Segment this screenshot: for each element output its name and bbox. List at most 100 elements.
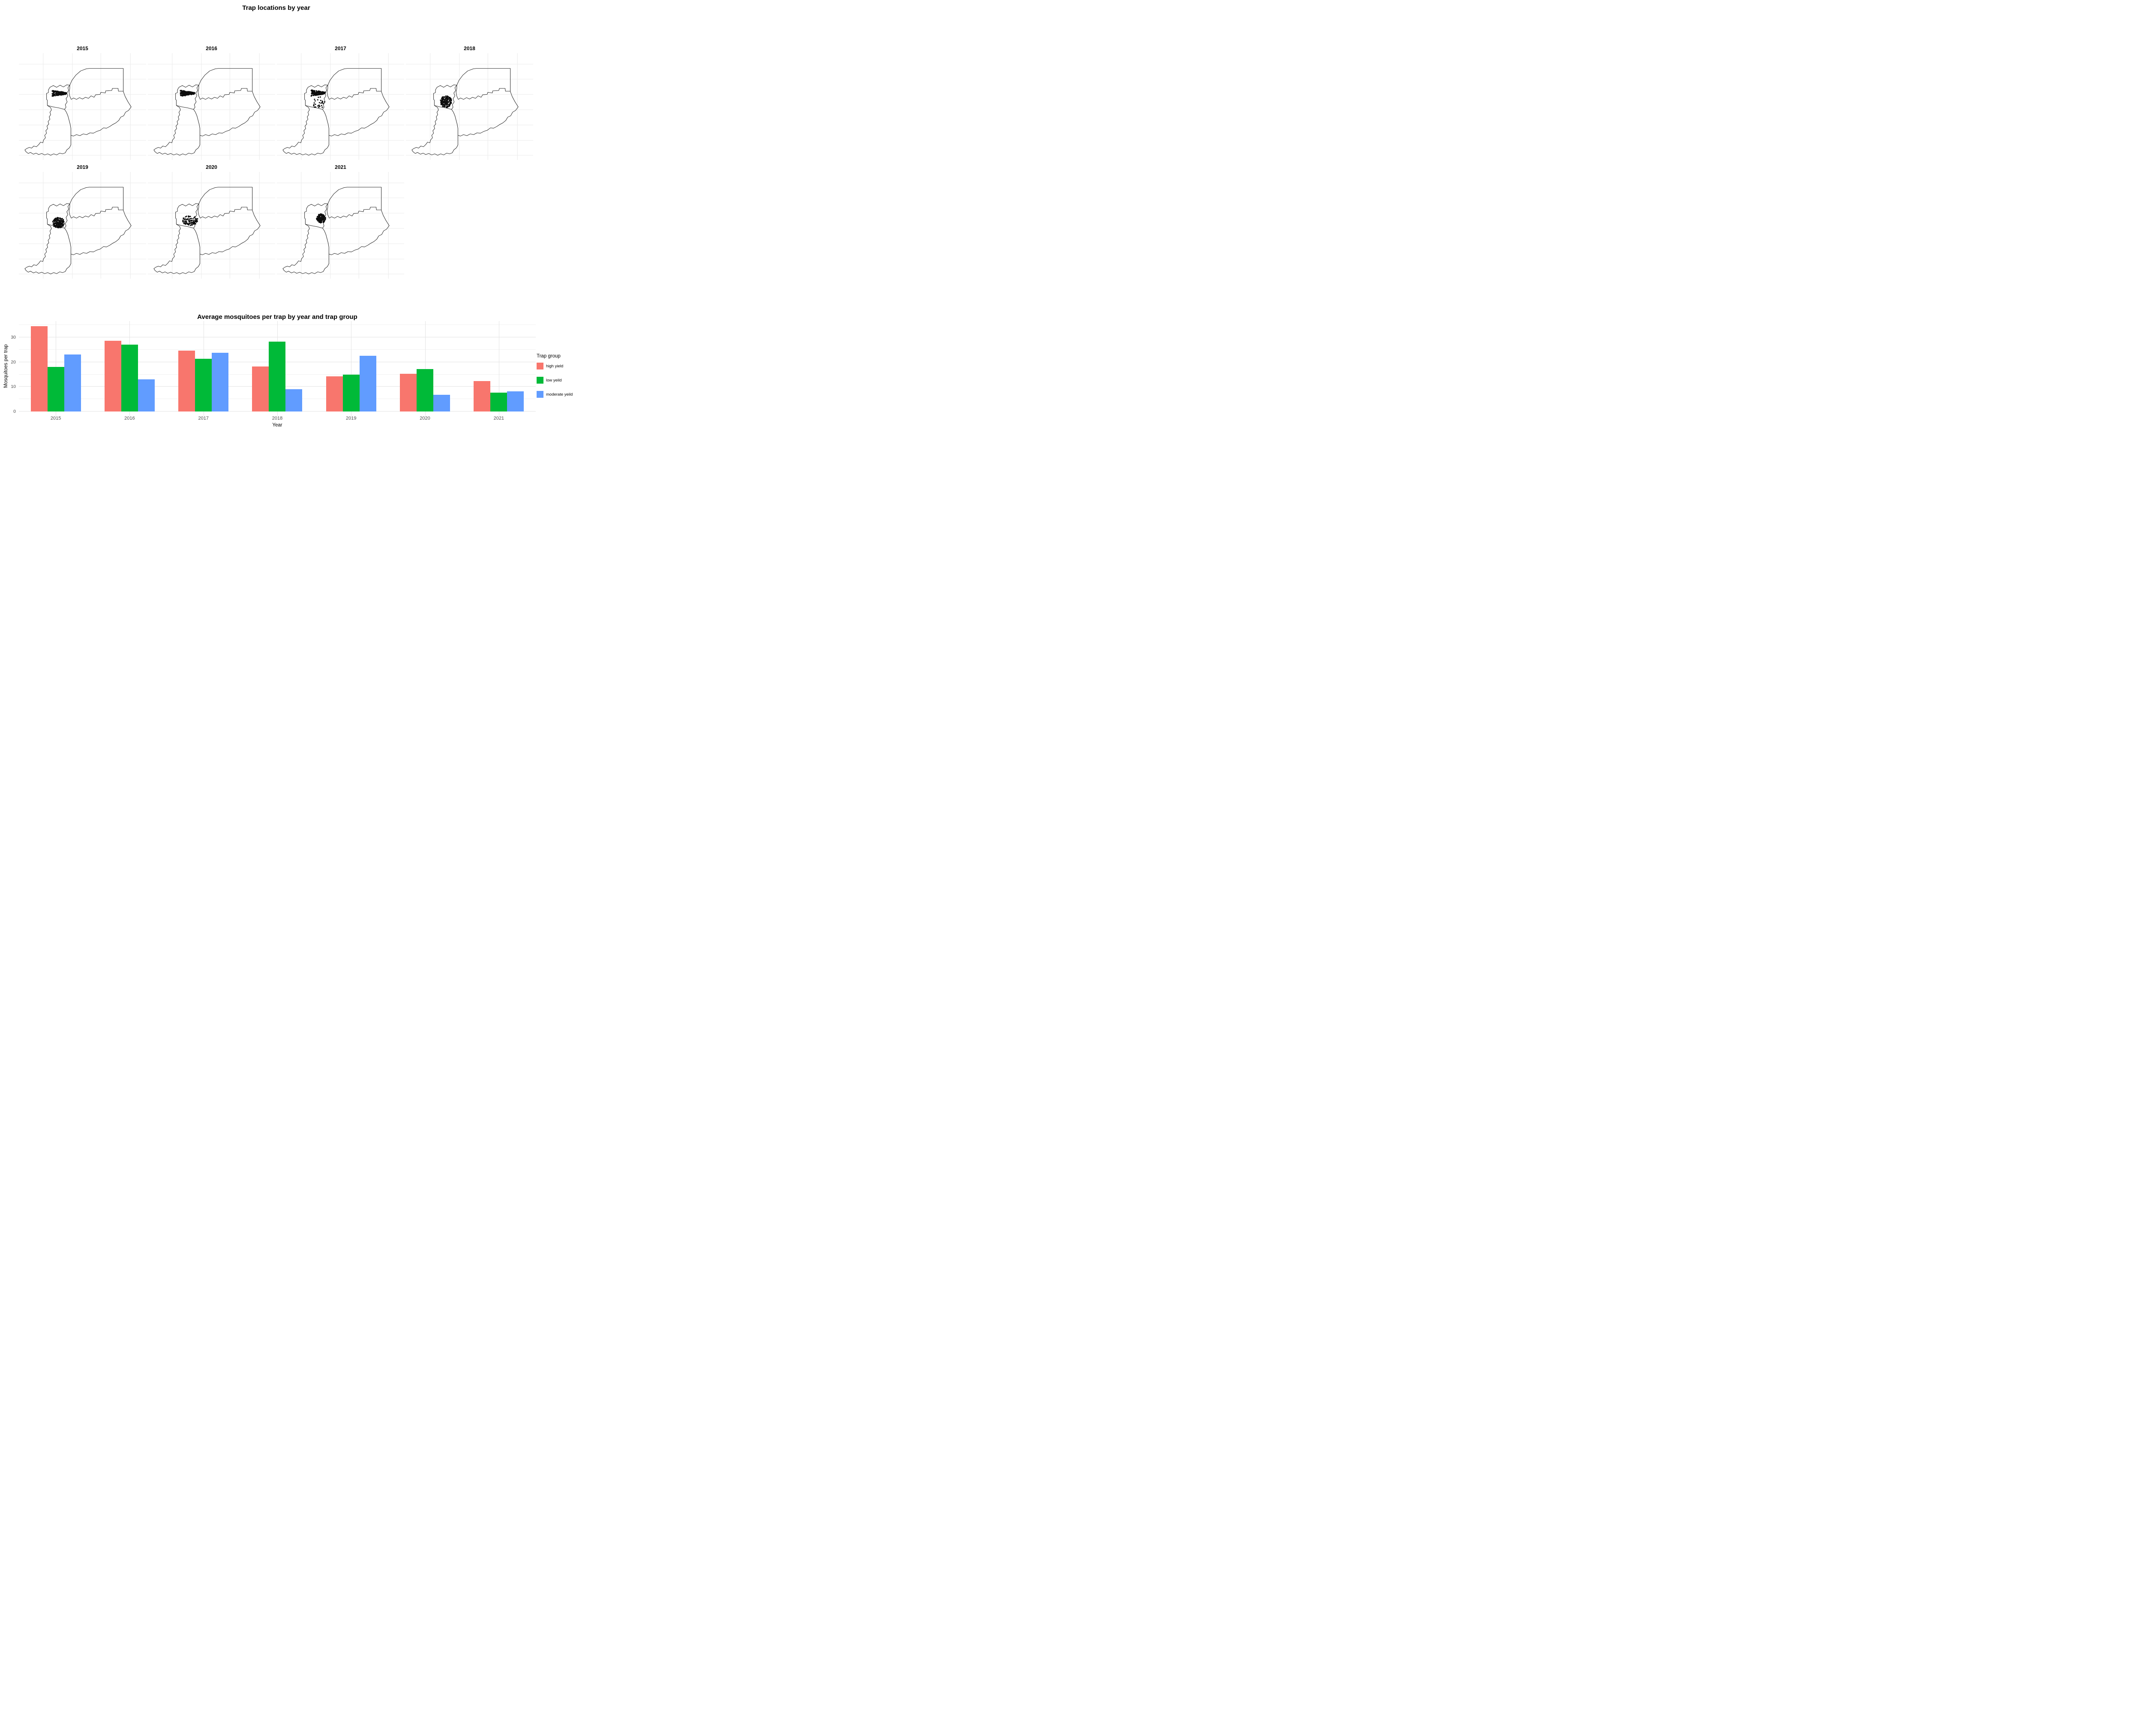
county-boundaries [411,68,519,156]
x-axis-tick [129,411,130,416]
county-boundaries [153,187,261,274]
facet-label: 2015 [77,45,88,51]
map-facet-2021: 2021 [277,164,404,279]
map-facet-2017: 2017 [277,45,404,160]
map-gridlines [19,172,146,279]
bar-2016-moderate-yeild [138,379,155,411]
bar-group-2015 [19,321,93,416]
county-boundaries [24,187,132,274]
trap-location-points [52,217,65,228]
legend-key-swatch [537,363,543,369]
trap-location-points [310,89,326,108]
bar-2015-moderate-yeild [64,354,81,411]
bar-chart-title: Average mosquitoes per trap by year and … [197,313,357,321]
bar-2021-moderate-yeild [507,391,524,411]
county-map-2015 [19,53,146,160]
x-tick-label-2015: 2015 [50,416,61,421]
map-gridlines [277,172,404,279]
figure-canvas: Trap locations by year 2015 2016 2017 2018 2… [0,0,579,434]
facet-label: 2017 [335,45,346,51]
x-tick-label-2016: 2016 [124,416,135,421]
county-boundaries [153,68,261,156]
trap-location-points [182,215,198,226]
legend-item-low-yeild: low yeild [537,377,579,384]
facet-label: 2016 [206,45,217,51]
bar-2018-low-yeild [269,341,286,411]
bar-2018-moderate-yeild [285,389,303,411]
bar-2021-high-yield [474,381,491,411]
bar-2019-low-yeild [342,374,360,411]
county-map-2017 [277,53,404,160]
x-axis-title: Year [272,423,282,428]
bar-chart: Mosquitoes per trap 0 10 20 30 Trap group h… [0,321,579,416]
county-map-2018 [406,53,533,160]
map-gridlines [148,53,275,160]
y-tick-label-30: 30 [11,335,16,340]
bar-group-2018 [240,321,314,416]
bar-2017-high-yield [178,351,195,411]
bar-2019-moderate-yeild [359,356,376,411]
facet-label: 2018 [464,45,475,51]
trap-location-points [51,90,67,97]
bar-group-2017 [167,321,240,416]
legend-items: high yield low yeild moderate yeild [537,363,579,398]
bar-group-2021 [462,321,536,416]
bar-2017-low-yeild [195,358,212,411]
x-tick-label-2019: 2019 [346,416,357,421]
x-axis-tick-labels: 2015 2016 2017 2018 2019 2020 2021 [19,416,536,421]
legend-label: high yield [546,363,564,369]
legend-label: low yeild [546,378,562,383]
legend-key-swatch [537,391,543,398]
legend-item-high-yield: high yield [537,363,579,369]
facet-label: 2020 [206,164,217,170]
y-tick-label-10: 10 [11,384,16,390]
map-facet-2019: 2019 [19,164,146,279]
facet-label: 2021 [335,164,346,170]
y-tick-label-20: 20 [11,359,16,365]
bar-2019-high-yield [326,376,343,411]
bar-2015-low-yeild [47,367,64,411]
map-facet-grid: 2015 2016 2017 2018 2019 2020 2021 [19,45,533,279]
bar-groups [19,321,536,416]
bar-2020-high-yield [400,373,417,411]
map-facet-2020: 2020 [148,164,275,279]
bar-2020-moderate-yeild [433,395,450,411]
bar-2017-moderate-yeild [212,353,229,411]
bar-2020-low-yeild [417,369,434,411]
x-tick-label-2017: 2017 [198,416,209,421]
map-facet-2018: 2018 [406,45,533,160]
county-map-2019 [19,172,146,279]
legend-title: Trap group [537,354,561,359]
bar-2016-low-yeild [121,345,138,411]
county-map-2016 [148,53,275,160]
county-map-2020 [148,172,275,279]
map-gridlines [19,53,146,160]
facet-label: 2019 [77,164,88,170]
map-facet-2016: 2016 [148,45,275,160]
bar-2021-low-yeild [490,392,507,411]
bar-group-2019 [314,321,388,416]
x-tick-label-2018: 2018 [272,416,283,421]
vertical-gridline [425,321,426,411]
bar-2018-high-yield [252,366,269,411]
maps-section-title: Trap locations by year [242,4,310,12]
legend-key-swatch [537,377,543,384]
bar-chart-plot-area [19,321,536,416]
y-tick-label-0: 0 [13,409,16,414]
bar-group-2016 [93,321,166,416]
legend: Trap group high yield low yeild moderate y… [537,354,579,405]
map-gridlines [277,53,404,160]
trap-location-points [440,95,452,108]
y-axis-tick-labels: 0 10 20 30 [0,321,17,414]
x-tick-label-2021: 2021 [493,416,504,421]
map-facet-2015: 2015 [19,45,146,160]
map-gridlines [148,172,275,279]
x-tick-label-2020: 2020 [420,416,430,421]
county-boundaries [24,68,132,156]
county-boundaries [282,68,390,156]
bar-2016-high-yield [104,340,121,411]
bar-2015-high-yield [30,326,48,411]
x-axis-tick [425,411,426,416]
legend-item-moderate-yeild: moderate yeild [537,391,579,398]
trap-location-points [316,213,326,224]
